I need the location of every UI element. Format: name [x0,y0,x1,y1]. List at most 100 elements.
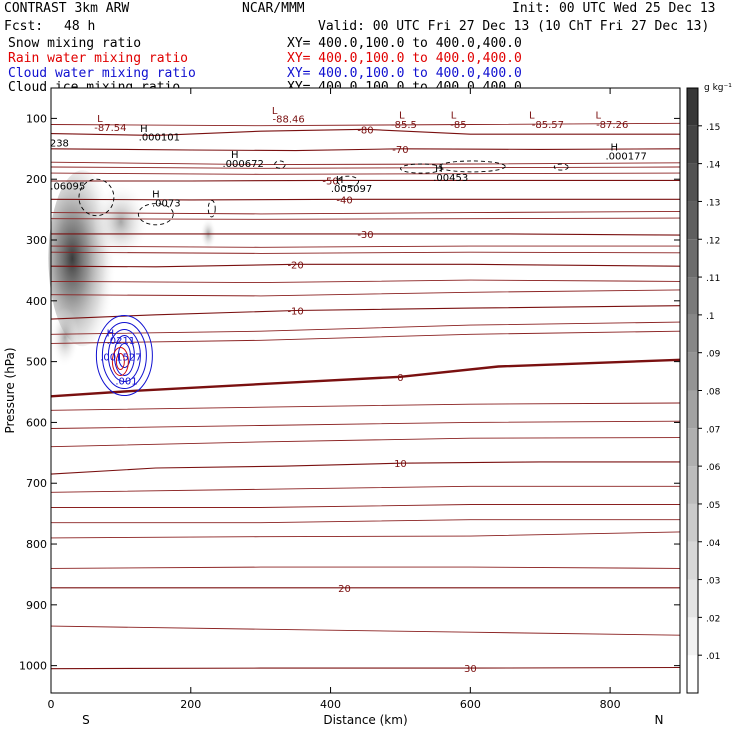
extremum-label: -85.57 [532,120,564,131]
x-tick-label: 800 [600,698,621,711]
colorbar-tick-label: .06 [706,463,721,473]
isotherm--40 [50,198,680,201]
extremum-label: L [451,110,457,121]
extremum-label: .0073 [152,199,181,210]
x-tick-label: 0 [48,698,55,711]
cloud-ice-contour [137,203,174,226]
extremum-label: H [231,150,239,161]
isotherm-line [50,161,681,166]
extremum-label: -85.5 [391,120,417,131]
extremum-label: -87.26 [596,120,628,131]
isotherm-line [50,566,681,569]
x-tick-label: 600 [460,698,481,711]
isotherm-label--50: -50 [322,176,338,187]
isotherm-line [50,245,680,248]
forecast-label: Fcst: [4,19,44,34]
extremum-label: L [97,114,103,125]
extremum-label: H [611,143,619,154]
isotherm-line [50,485,680,493]
cloud-ice-contour [553,163,569,171]
extremum-label: L [272,106,278,117]
isotherm-10 [50,461,680,475]
extremum-label: .005097 [331,184,372,195]
legend-snow-xy: XY= 400.0,100.0 to 400.0,400.0 [287,36,522,51]
extremum-label: .0211 [107,336,136,347]
y-tick-label: 500 [26,356,47,369]
isotherm-line [50,217,681,220]
forecast-hours: 48 h [64,19,96,34]
colorbar-bin [687,466,698,504]
rain-water-contour [111,347,129,377]
colorbar-tick-label: .03 [706,577,720,587]
y-tick-label: 600 [26,416,47,429]
colorbar-bin [687,503,698,542]
colorbar-tick-label: .01 [706,652,720,662]
extremum-label: H [107,329,115,340]
x-axis-title: Distance (km) [323,713,407,727]
y-tick-label: 1000 [19,660,47,673]
isotherm-label--80: -80 [357,125,373,136]
isotherm-label-0: 0 [397,373,403,384]
y-tick-label: 700 [26,477,47,490]
init-time: Init: 00 UTC Wed 25 Dec 13 [512,1,716,16]
north-label: N [655,713,664,727]
isotherm--20 [50,263,681,268]
colorbar-tick-label: .11 [706,274,720,284]
extremum-label: H [152,189,160,200]
extremum-label: -88.46 [272,115,304,126]
extremum-label: .000672 [223,159,264,170]
isotherm-line [50,122,681,127]
isotherm-line [50,330,681,344]
valid-time: Valid: 00 UTC Fri 27 Dec 13 (10 ChT Fri … [318,19,710,34]
isotherm-0 [50,358,681,398]
extremum-label: .000177 [606,152,647,163]
colorbar-tick-label: .13 [706,198,720,208]
colorbar-bin [687,201,698,240]
isotherm--70 [50,148,681,152]
extremum-label: .001527 [100,352,141,363]
extremum-label: -85 [450,120,466,131]
colorbar-tick-label: .12 [706,236,720,246]
colorbar-bin [687,88,698,126]
colorbar-bin [687,541,698,580]
extremum-label: H [336,175,344,186]
snow-mixing-low [50,307,79,368]
y-axis-title: Pressure (hPa) [3,347,17,433]
colorbar-bin [687,390,698,429]
isotherm-line [50,289,681,297]
snow-mixing-lobe [92,181,149,262]
legend-cloud-water-xy: XY= 400.0,100.0 to 400.0,400.0 [287,66,522,81]
extremum-label: 238 [50,138,69,149]
y-tick-label: 800 [26,538,47,551]
legend-cloud-water-label: Cloud water mixing ratio [8,66,196,81]
isotherm-label--70: -70 [392,145,408,156]
isotherm-label-10: 10 [394,459,407,470]
extremum-label: H [435,164,443,175]
isotherm-line [50,279,681,284]
model-title: CONTRAST 3km ARW [4,1,130,16]
x-tick-label: 400 [320,698,341,711]
isotherm--50 [51,179,680,182]
legend-rain-label: Rain water mixing ratio [8,51,189,66]
extremum-label: .001 [115,377,137,388]
colorbar-tick-label: .04 [706,539,721,549]
legend-rain-xy: XY= 400.0,100.0 to 400.0,400.0 [287,51,522,66]
isotherm-line [50,437,681,448]
colorbar-tick-label: .05 [706,501,720,511]
cloud-water-contour [117,343,131,369]
legend-snow-label: Snow mixing ratio [8,36,142,51]
colorbar-bin [687,239,698,278]
extremum-label: H [140,124,148,135]
colorbar-tick-label: .14 [706,161,721,171]
cloud-water-contour [95,315,153,397]
isotherm-label-20: 20 [338,584,351,595]
extremum-label: L [529,110,535,121]
isotherm-30 [50,666,681,670]
isotherm-label--30: -30 [357,230,373,241]
colorbar-bin [687,579,698,618]
south-label: S [82,713,90,727]
isotherm-line [50,420,681,429]
isotherm-line [50,531,681,539]
isotherm-line [50,251,681,254]
